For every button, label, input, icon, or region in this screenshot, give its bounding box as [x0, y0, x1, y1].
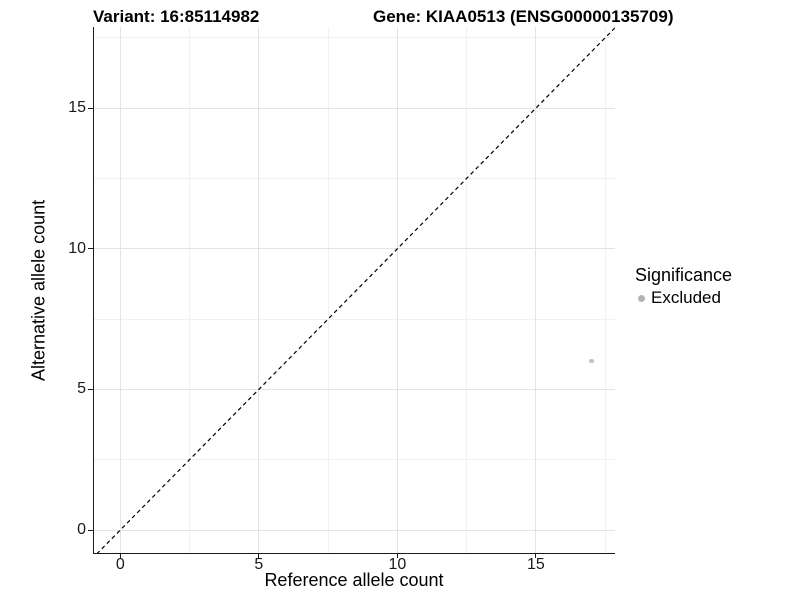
y-tick-mark — [88, 388, 93, 390]
x-tick-mark — [535, 553, 537, 558]
y-tick-label: 0 — [77, 521, 86, 538]
y-tick-mark — [88, 107, 93, 109]
y-tick-label: 5 — [77, 380, 86, 398]
variant-title: Variant: 16:85114982 — [93, 7, 260, 26]
y-tick-mark — [88, 248, 93, 250]
y-major-gridline — [93, 107, 615, 109]
x-minor-gridline — [604, 27, 606, 553]
excluded-point-icon — [638, 294, 645, 302]
y-major-gridline — [93, 248, 615, 250]
y-axis-line — [93, 27, 94, 554]
legend: Significance Excluded — [635, 264, 732, 308]
x-major-gridline — [258, 27, 260, 553]
y-minor-gridline — [93, 318, 615, 320]
y-tick-label: 10 — [68, 239, 86, 257]
plot-panel — [93, 27, 615, 553]
x-minor-gridline — [189, 27, 191, 553]
legend-item-excluded: Excluded — [635, 288, 732, 308]
x-tick-label: 10 — [388, 556, 407, 573]
x-tick-label: 0 — [115, 556, 125, 573]
data-point — [589, 358, 594, 364]
y-minor-gridline — [93, 37, 615, 39]
y-major-gridline — [93, 529, 615, 531]
x-major-gridline — [119, 27, 121, 553]
x-axis-title: Reference allele count — [264, 570, 444, 590]
legend-item-label: Excluded — [651, 288, 721, 307]
legend-title: Significance — [635, 265, 733, 285]
y-major-gridline — [93, 388, 615, 390]
x-minor-gridline — [466, 27, 468, 553]
gene-title: Gene: KIAA0513 (ENSG00000135709) — [373, 7, 674, 26]
x-tick-mark — [396, 553, 398, 558]
x-major-gridline — [535, 27, 537, 553]
x-axis-line — [93, 553, 615, 554]
x-minor-gridline — [327, 27, 329, 553]
y-minor-gridline — [93, 177, 615, 179]
y-minor-gridline — [93, 459, 615, 461]
x-tick-label: 5 — [254, 556, 264, 573]
identity-dashed-line — [96, 27, 615, 553]
y-tick-mark — [88, 529, 93, 531]
x-tick-mark — [119, 553, 121, 558]
y-tick-label: 15 — [68, 99, 86, 117]
x-tick-label: 15 — [527, 556, 545, 573]
x-tick-mark — [258, 553, 260, 558]
x-major-gridline — [396, 27, 398, 553]
